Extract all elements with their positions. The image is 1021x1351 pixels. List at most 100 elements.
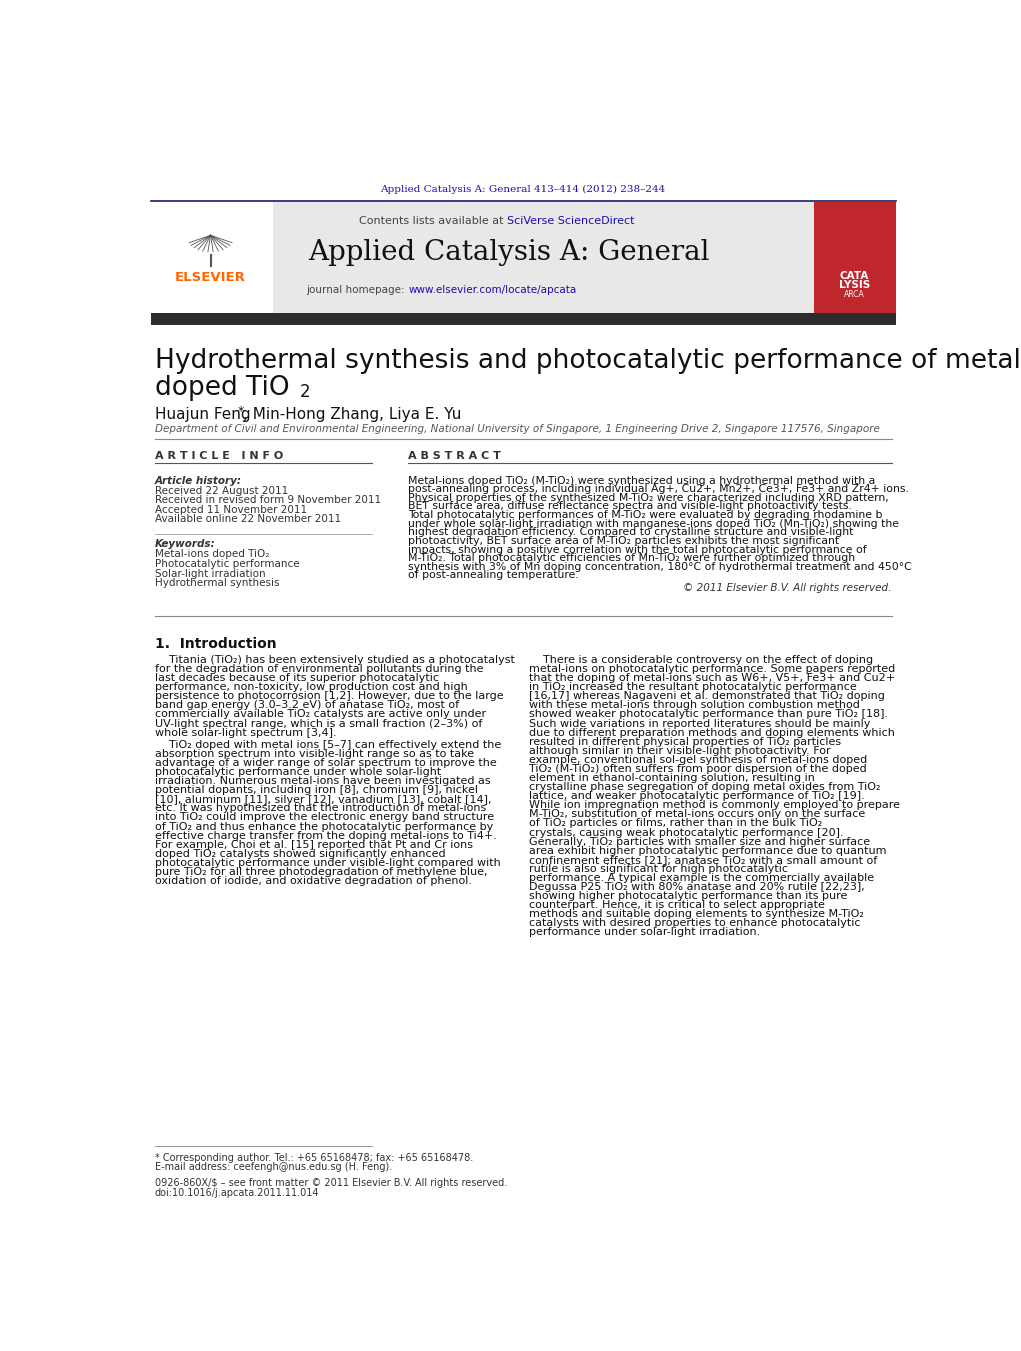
Text: Accepted 11 November 2011: Accepted 11 November 2011 [155, 505, 307, 515]
Text: Huajun Feng: Huajun Feng [155, 407, 250, 422]
Text: Degussa P25 TiO₂ with 80% anatase and 20% rutile [22,23],: Degussa P25 TiO₂ with 80% anatase and 20… [529, 882, 865, 892]
Text: *: * [238, 405, 244, 417]
Text: CATA: CATA [840, 272, 869, 281]
Text: SciVerse ScienceDirect: SciVerse ScienceDirect [507, 216, 635, 226]
Text: methods and suitable doping elements to synthesize M-TiO₂: methods and suitable doping elements to … [529, 909, 864, 919]
Text: catalysts with desired properties to enhance photocatalytic: catalysts with desired properties to enh… [529, 919, 861, 928]
Text: Metal-ions doped TiO₂: Metal-ions doped TiO₂ [155, 550, 270, 559]
Text: performance, non-toxicity, low production cost and high: performance, non-toxicity, low productio… [155, 682, 468, 692]
Text: Contents lists available at: Contents lists available at [359, 216, 507, 226]
Text: effective charge transfer from the doping metal-ions to Ti4+.: effective charge transfer from the dopin… [155, 831, 496, 840]
Text: Article history:: Article history: [155, 476, 242, 485]
Text: element in ethanol-containing solution, resulting in: element in ethanol-containing solution, … [529, 773, 815, 784]
Text: highest degradation efficiency. Compared to crystalline structure and visible-li: highest degradation efficiency. Compared… [408, 527, 854, 538]
Text: UV-light spectral range, which is a small fraction (2–3%) of: UV-light spectral range, which is a smal… [155, 719, 482, 728]
Text: Physical properties of the synthesized M-TiO₂ were characterized including XRD p: Physical properties of the synthesized M… [408, 493, 889, 503]
Text: Total photocatalytic performances of M-TiO₂ were evaluated by degrading rhodamin: Total photocatalytic performances of M-T… [408, 511, 883, 520]
Text: whole solar-light spectrum [3,4].: whole solar-light spectrum [3,4]. [155, 728, 336, 738]
Text: A R T I C L E   I N F O: A R T I C L E I N F O [155, 451, 283, 461]
Text: doped TiO₂ catalysts showed significantly enhanced: doped TiO₂ catalysts showed significantl… [155, 848, 445, 859]
Bar [151, 313, 895, 326]
Text: © 2011 Elsevier B.V. All rights reserved.: © 2011 Elsevier B.V. All rights reserved… [683, 582, 891, 593]
Text: under whole solar-light irradiation with manganese-ions doped TiO₂ (Mn-TiO₂) sho: under whole solar-light irradiation with… [408, 519, 900, 528]
Text: resulted in different physical properties of TiO₂ particles: resulted in different physical propertie… [529, 736, 841, 747]
Bar [151, 203, 274, 316]
Text: impacts, showing a positive correlation with the total photocatalytic performanc: impacts, showing a positive correlation … [408, 544, 867, 554]
Text: performance. A typical example is the commercially available: performance. A typical example is the co… [529, 873, 874, 884]
Text: crystalline phase segregation of doping metal oxides from TiO₂: crystalline phase segregation of doping … [529, 782, 880, 792]
Text: absorption spectrum into visible-light range so as to take: absorption spectrum into visible-light r… [155, 748, 474, 759]
Text: journal homepage:: journal homepage: [306, 285, 408, 295]
Text: Received 22 August 2011: Received 22 August 2011 [155, 485, 288, 496]
Text: Available online 22 November 2011: Available online 22 November 2011 [155, 515, 341, 524]
Text: into TiO₂ could improve the electronic energy band structure: into TiO₂ could improve the electronic e… [155, 812, 494, 823]
Text: of TiO₂ and thus enhance the photocatalytic performance by: of TiO₂ and thus enhance the photocataly… [155, 821, 493, 832]
Text: * Corresponding author. Tel.: +65 65168478; fax: +65 65168478.: * Corresponding author. Tel.: +65 651684… [155, 1154, 473, 1163]
Text: area exhibit higher photocatalytic performance due to quantum: area exhibit higher photocatalytic perfo… [529, 846, 886, 855]
Text: A B S T R A C T: A B S T R A C T [408, 451, 501, 461]
Text: LYSIS: LYSIS [839, 280, 870, 290]
Text: TiO₂ doped with metal ions [5–7] can effectively extend the: TiO₂ doped with metal ions [5–7] can eff… [155, 740, 501, 750]
Text: Applied Catalysis A: General: Applied Catalysis A: General [308, 239, 710, 266]
Text: crystals, causing weak photocatalytic performance [20].: crystals, causing weak photocatalytic pe… [529, 828, 843, 838]
Text: commercially available TiO₂ catalysts are active only under: commercially available TiO₂ catalysts ar… [155, 709, 486, 720]
Text: Keywords:: Keywords: [155, 539, 215, 550]
Text: for the degradation of environmental pollutants during the: for the degradation of environmental pol… [155, 663, 483, 674]
Text: Department of Civil and Environmental Engineering, National University of Singap: Department of Civil and Environmental En… [155, 424, 880, 434]
Text: of TiO₂ particles or films, rather than in the bulk TiO₂: of TiO₂ particles or films, rather than … [529, 819, 822, 828]
Text: Hydrothermal synthesis: Hydrothermal synthesis [155, 578, 280, 588]
Text: example, conventional sol-gel synthesis of metal-ions doped: example, conventional sol-gel synthesis … [529, 755, 867, 765]
Text: Generally, TiO₂ particles with smaller size and higher surface: Generally, TiO₂ particles with smaller s… [529, 836, 870, 847]
Text: Such wide variations in reported literatures should be mainly: Such wide variations in reported literat… [529, 719, 871, 728]
Text: doi:10.1016/j.apcata.2011.11.014: doi:10.1016/j.apcata.2011.11.014 [155, 1188, 320, 1198]
Text: advantage of a wider range of solar spectrum to improve the: advantage of a wider range of solar spec… [155, 758, 496, 767]
Text: Received in revised form 9 November 2011: Received in revised form 9 November 2011 [155, 496, 381, 505]
Text: [16,17] whereas Nagaveni et al. demonstrated that TiO₂ doping: [16,17] whereas Nagaveni et al. demonstr… [529, 692, 885, 701]
Text: showed weaker photocatalytic performance than pure TiO₂ [18].: showed weaker photocatalytic performance… [529, 709, 888, 720]
Text: counterpart. Hence, it is critical to select appropriate: counterpart. Hence, it is critical to se… [529, 900, 825, 911]
Text: post-annealing process, including individual Ag+, Cu2+, Mn2+, Ce3+, Fe3+ and Zr4: post-annealing process, including indivi… [408, 484, 909, 494]
Text: www.elsevier.com/locate/apcata: www.elsevier.com/locate/apcata [408, 285, 577, 295]
Text: 0926-860X/$ – see front matter © 2011 Elsevier B.V. All rights reserved.: 0926-860X/$ – see front matter © 2011 El… [155, 1178, 507, 1188]
Text: performance under solar-light irradiation.: performance under solar-light irradiatio… [529, 928, 761, 938]
Text: , Min-Hong Zhang, Liya E. Yu: , Min-Hong Zhang, Liya E. Yu [243, 407, 461, 422]
Text: Titania (TiO₂) has been extensively studied as a photocatalyst: Titania (TiO₂) has been extensively stud… [155, 655, 515, 665]
Text: photocatalytic performance under whole solar-light: photocatalytic performance under whole s… [155, 767, 441, 777]
Text: E-mail address: ceefengh@nus.edu.sg (H. Feng).: E-mail address: ceefengh@nus.edu.sg (H. … [155, 1162, 392, 1173]
Text: Hydrothermal synthesis and photocatalytic performance of metal-ions: Hydrothermal synthesis and photocatalyti… [155, 347, 1021, 374]
Text: last decades because of its superior photocatalytic: last decades because of its superior pho… [155, 673, 439, 684]
Bar [814, 203, 895, 316]
Text: 1.  Introduction: 1. Introduction [155, 638, 277, 651]
Bar [820, 224, 889, 304]
Text: etc. It was hypothesized that the introduction of metal-ions: etc. It was hypothesized that the introd… [155, 804, 486, 813]
Text: There is a considerable controversy on the effect of doping: There is a considerable controversy on t… [529, 655, 873, 665]
Text: For example, Choi et al. [15] reported that Pt and Cr ions: For example, Choi et al. [15] reported t… [155, 840, 473, 850]
Text: M-TiO₂, substitution of metal-ions occurs only on the surface: M-TiO₂, substitution of metal-ions occur… [529, 809, 866, 820]
Bar [151, 203, 814, 316]
Text: Photocatalytic performance: Photocatalytic performance [155, 559, 299, 569]
Text: of post-annealing temperature.: of post-annealing temperature. [408, 570, 579, 581]
Text: persistence to photocorrosion [1,2]. However, due to the large: persistence to photocorrosion [1,2]. How… [155, 692, 503, 701]
Text: although similar in their visible-light photoactivity. For: although similar in their visible-light … [529, 746, 831, 755]
Text: synthesis with 3% of Mn doping concentration, 180°C of hydrothermal treatment an: synthesis with 3% of Mn doping concentra… [408, 562, 912, 571]
Text: Applied Catalysis A: General 413–414 (2012) 238–244: Applied Catalysis A: General 413–414 (20… [380, 185, 666, 195]
Text: M-TiO₂. Total photocatalytic efficiencies of Mn-TiO₂ were further optimized thro: M-TiO₂. Total photocatalytic efficiencie… [408, 553, 856, 563]
Text: photoactivity, BET surface area of M-TiO₂ particles exhibits the most significan: photoactivity, BET surface area of M-TiO… [408, 536, 839, 546]
Text: photocatalytic performance under visible-light compared with: photocatalytic performance under visible… [155, 858, 500, 867]
Text: While ion impregnation method is commonly employed to prepare: While ion impregnation method is commonl… [529, 800, 901, 811]
Text: oxidation of iodide, and oxidative degradation of phenol.: oxidation of iodide, and oxidative degra… [155, 875, 472, 886]
Text: ARCA: ARCA [844, 290, 865, 299]
Text: TiO₂ (M-TiO₂) often suffers from poor dispersion of the doped: TiO₂ (M-TiO₂) often suffers from poor di… [529, 763, 867, 774]
Text: with these metal-ions through solution combustion method: with these metal-ions through solution c… [529, 700, 860, 711]
Text: pure TiO₂ for all three photodegradation of methylene blue,: pure TiO₂ for all three photodegradation… [155, 867, 487, 877]
Text: doped TiO: doped TiO [155, 374, 289, 401]
Text: due to different preparation methods and doping elements which: due to different preparation methods and… [529, 728, 895, 738]
Text: band gap energy (3.0–3.2 eV) of anatase TiO₂, most of: band gap energy (3.0–3.2 eV) of anatase … [155, 700, 458, 711]
Text: 2: 2 [300, 384, 310, 401]
Text: metal-ions on photocatalytic performance. Some papers reported: metal-ions on photocatalytic performance… [529, 663, 895, 674]
Text: lattice, and weaker photocatalytic performance of TiO₂ [19].: lattice, and weaker photocatalytic perfo… [529, 792, 865, 801]
Text: confinement effects [21]; anatase TiO₂ with a small amount of: confinement effects [21]; anatase TiO₂ w… [529, 855, 877, 865]
Text: rutile is also significant for high photocatalytic: rutile is also significant for high phot… [529, 863, 788, 874]
Text: Solar-light irradiation: Solar-light irradiation [155, 569, 265, 578]
Text: that the doping of metal-ions such as W6+, V5+, Fe3+ and Cu2+: that the doping of metal-ions such as W6… [529, 673, 895, 684]
